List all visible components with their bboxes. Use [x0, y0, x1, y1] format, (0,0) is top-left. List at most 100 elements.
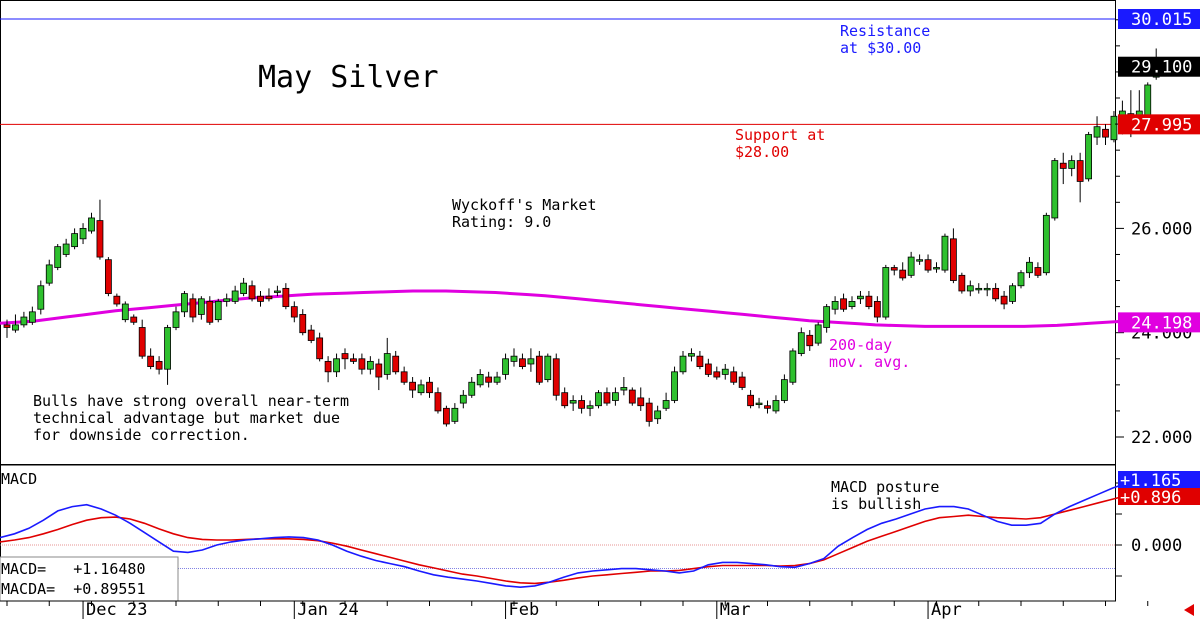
candle [383, 337, 391, 380]
candle-body-up [45, 264, 53, 284]
candle [882, 264, 890, 320]
candle-body-down [105, 259, 112, 294]
candle [164, 324, 171, 385]
scroll-left-arrow-icon[interactable] [1184, 604, 1194, 616]
candle-body-up [223, 298, 231, 302]
candle-body-down [1000, 295, 1008, 305]
candle-body-up [214, 301, 222, 321]
candle-body-down [147, 355, 155, 367]
candle [535, 350, 543, 385]
date-tick-label: Feb [509, 600, 540, 619]
candle [147, 348, 155, 370]
last-price-tag-label: 29.100 [1131, 58, 1192, 78]
macda-readout-line: MACDA= +0.89551 [1, 580, 146, 598]
candle [493, 371, 501, 385]
candle-body-up [975, 287, 983, 291]
candle [307, 324, 315, 344]
candle-body-up [772, 400, 780, 412]
candle-body-up [688, 353, 695, 357]
candle-body-down [442, 407, 450, 425]
candle [273, 285, 281, 297]
candle [645, 397, 653, 427]
candle [231, 285, 239, 305]
candle [79, 223, 87, 245]
candle [451, 403, 459, 424]
macd-note: MACD posture is bullish [831, 478, 939, 513]
candle [442, 405, 450, 427]
ma200-tag-bg [1118, 312, 1200, 333]
candle-body-up [417, 384, 425, 394]
candle [873, 296, 881, 323]
candle-body-up [172, 311, 180, 328]
candle [704, 358, 712, 378]
candle [155, 356, 163, 375]
candle-body-up [966, 285, 974, 292]
rating-text: Wyckoff's Market Rating: 9.0 [452, 196, 597, 231]
candle [206, 296, 214, 325]
candle [37, 280, 45, 315]
candle-body-up [1026, 261, 1033, 274]
candle [1068, 155, 1076, 177]
horizontal-levels [0, 18, 1115, 125]
candle [3, 319, 11, 338]
candle-body-up [12, 324, 19, 331]
candle [248, 280, 256, 302]
candle [696, 350, 704, 370]
level-tags: 30.015 29.100 27.995 24.198 [1118, 9, 1200, 333]
candle-body-up [781, 379, 788, 401]
candle-body-up [983, 287, 991, 291]
candle [223, 293, 231, 307]
candle-body-up [654, 410, 662, 420]
candle-body-up [240, 282, 248, 294]
candle [1085, 131, 1092, 182]
candle-body-down [1034, 267, 1042, 276]
macd-tag: +1.165 [1118, 471, 1200, 491]
support-tag: 27.995 [1118, 114, 1200, 135]
candle [417, 379, 425, 396]
candle [366, 356, 374, 375]
candle-body-up [916, 259, 923, 262]
candle-body-down [392, 355, 400, 373]
candle [797, 327, 805, 357]
candle-body-up [88, 217, 95, 232]
candle [755, 397, 763, 409]
candle [409, 377, 417, 398]
candle-body-down [189, 298, 197, 318]
candle [1076, 152, 1084, 203]
candle-body-down [713, 371, 721, 378]
candle [578, 395, 585, 414]
candle-body-down [409, 381, 417, 391]
candle-body-up [366, 360, 374, 370]
candle [772, 395, 780, 414]
candle [1102, 124, 1109, 145]
date-tick-label: Dec 23 [86, 600, 147, 619]
candle [924, 254, 932, 273]
candle [1009, 283, 1016, 305]
candle [738, 371, 746, 391]
candle [434, 387, 442, 414]
candle [121, 301, 129, 323]
candle [966, 280, 974, 297]
candle [840, 293, 847, 312]
candle-body-down [206, 301, 214, 323]
candle [20, 311, 28, 328]
candle-body-down [535, 355, 543, 383]
candle [527, 348, 535, 372]
candle [586, 400, 594, 417]
candle [730, 366, 738, 385]
candle [1110, 111, 1118, 143]
candle-body-up [755, 402, 763, 406]
candle [426, 377, 433, 398]
candle [476, 369, 484, 388]
candle-body-down [552, 358, 560, 396]
market-comment: Bulls have strong overall near-term techn… [33, 392, 349, 444]
candle-body-down [96, 220, 104, 258]
candle [654, 405, 662, 424]
candle-body-down [806, 334, 814, 347]
candle [1000, 290, 1008, 310]
candle-body-up [1085, 134, 1092, 180]
candle-body-up [797, 332, 805, 354]
candle-body-down [747, 394, 754, 407]
candle-body-up [586, 405, 594, 409]
